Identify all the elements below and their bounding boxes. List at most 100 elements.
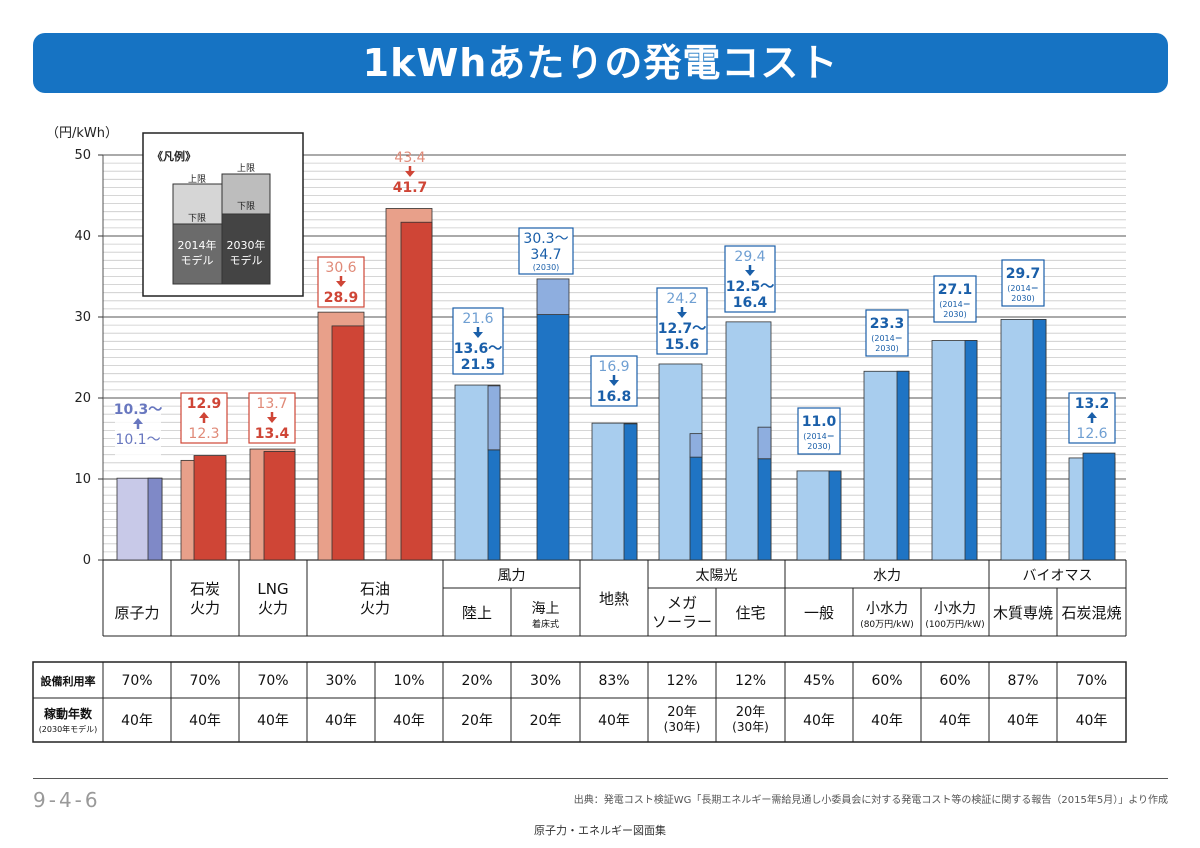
- annotation-box: [724, 245, 776, 313]
- table-cell: 40年: [939, 713, 971, 729]
- annotation-box: [518, 227, 574, 275]
- legend-2030-range: [221, 173, 271, 215]
- category-label: 石油: [360, 580, 390, 598]
- annotation-note: 2030): [1011, 294, 1034, 303]
- up-arrow-icon: [1087, 412, 1097, 418]
- category-label: 小水力: [934, 601, 976, 617]
- table-cell: 30%: [325, 673, 356, 689]
- down-arrow-icon: [267, 417, 277, 423]
- y-tick-label: 20: [74, 391, 91, 406]
- bar-2030: [400, 221, 433, 561]
- y-tick-label: 50: [74, 148, 91, 163]
- table-cell: 40年: [1007, 713, 1039, 729]
- annotation-box: [865, 309, 909, 357]
- annotation-value-bottom: 13.6～: [454, 341, 503, 357]
- legend-2014-base: [172, 223, 223, 285]
- table-cell: 40年: [257, 713, 289, 729]
- y-tick-label: 40: [74, 229, 91, 244]
- table-cell: (30年): [664, 720, 701, 734]
- table-cell: (30年): [732, 720, 769, 734]
- annotation-note: (2014＝: [1007, 284, 1038, 293]
- bar-2030-lower: [757, 458, 772, 561]
- annotation-value: 23.3: [870, 316, 905, 332]
- category-label: LNG: [257, 580, 288, 598]
- annotation-value: 34.7: [530, 247, 561, 263]
- table-cell: 12%: [735, 673, 766, 689]
- category-label: ソーラー: [652, 613, 712, 631]
- category-label: 火力: [190, 599, 220, 617]
- annotation-value-bottom: 21.5: [461, 357, 496, 373]
- bar-2030: [964, 340, 978, 561]
- annotation-box: [1001, 259, 1045, 307]
- y-tick-label: 0: [83, 553, 91, 568]
- annotation-backdrop: [115, 399, 161, 462]
- category-label: 石炭混焼: [1061, 604, 1121, 622]
- legend-2030-label: 2030年: [227, 238, 266, 252]
- table-cell: 60%: [939, 673, 970, 689]
- table-cell: 12%: [666, 673, 697, 689]
- annotation-box: [933, 275, 977, 323]
- legend-lower-label: 下限: [237, 201, 255, 212]
- up-arrow-icon: [133, 418, 143, 424]
- legend-upper-label: 上限: [237, 163, 255, 174]
- table-cell: 70%: [257, 673, 288, 689]
- annotation-value-top: 30.6: [325, 260, 356, 276]
- table-cell: 40年: [803, 713, 835, 729]
- legend-lower-label: 下限: [188, 213, 206, 224]
- annotation-value-top: 21.6: [462, 311, 493, 327]
- page-number: 9-4-6: [33, 788, 101, 812]
- bar-2030-lower: [487, 449, 501, 561]
- annotation-box: [797, 407, 841, 455]
- annotation-note: (2030): [533, 263, 560, 272]
- category-label: 火力: [360, 599, 390, 617]
- legend-2030-base: [221, 213, 271, 285]
- table-cell: 20%: [461, 673, 492, 689]
- table-cell: 70%: [189, 673, 220, 689]
- annotation-box: [452, 307, 504, 375]
- bar-2030: [1082, 452, 1116, 561]
- bar-2030-upper: [536, 278, 570, 315]
- down-arrow-icon: [473, 332, 483, 338]
- annotation-value-top: 24.2: [666, 291, 697, 307]
- table-cell: 20年: [667, 705, 697, 720]
- table-cell: 20年: [736, 705, 766, 720]
- table-cell: 45%: [803, 673, 834, 689]
- table-cell: 83%: [598, 673, 629, 689]
- bar-2030: [1032, 319, 1047, 561]
- annotation-value-bottom: 15.6: [665, 337, 700, 353]
- category-label: メガ: [667, 594, 697, 612]
- category-sublabel: 着床式: [532, 618, 559, 630]
- up-arrow-icon: [199, 412, 209, 418]
- title-bar: 1kWhあたりの発電コスト: [33, 33, 1168, 93]
- annotation-value-top: 13.2: [1075, 396, 1110, 412]
- annotation-note: (2014＝: [871, 334, 902, 343]
- category-group-label: バイオマス: [1023, 568, 1093, 584]
- y-axis-label: （円/kWh）: [46, 126, 118, 141]
- bar-2030-upper: [689, 433, 703, 458]
- legend-title: 《凡例》: [152, 149, 196, 163]
- bar-2030: [331, 325, 365, 561]
- category-label: 石炭: [190, 580, 220, 598]
- bar-2030-lower: [536, 314, 570, 561]
- category-label: 小水力: [866, 601, 908, 617]
- table-cell: 60%: [871, 673, 902, 689]
- annotation-value-bottom: 12.6: [1076, 426, 1107, 442]
- annotation-value: 11.0: [802, 414, 837, 430]
- bar-2030: [193, 455, 227, 561]
- annotation-value-bottom: 12.7～: [658, 321, 707, 337]
- annotation-note: 2030): [875, 344, 898, 353]
- bar-2030: [147, 477, 163, 561]
- legend-2014-label: 2014年: [178, 238, 217, 252]
- bar-2030: [828, 470, 842, 561]
- table-cell: 20年: [530, 713, 562, 729]
- annotation-note: 2030): [807, 442, 830, 451]
- annotation-value-top: 13.7: [256, 396, 287, 412]
- bar-2030: [896, 370, 910, 561]
- category-label: 地熱: [599, 590, 629, 608]
- annotation-value-bottom: 12.3: [188, 426, 219, 442]
- cost-chart: 0 10 20 30 40 50 （円/kWh） 10.3～ 10.1～ 12.9 12.3 13.7…: [32, 126, 1127, 743]
- legend-2030-label: モデル: [230, 253, 263, 267]
- down-arrow-icon: [609, 380, 619, 386]
- annotation-value: 29.7: [1006, 266, 1041, 282]
- bar-2030: [623, 423, 638, 561]
